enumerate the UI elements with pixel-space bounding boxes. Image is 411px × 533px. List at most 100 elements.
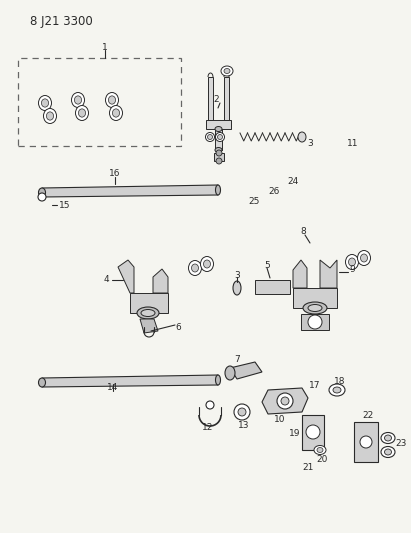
Polygon shape: [354, 422, 378, 462]
Ellipse shape: [303, 302, 327, 314]
Text: 9: 9: [349, 265, 355, 274]
Ellipse shape: [385, 449, 392, 455]
Circle shape: [238, 408, 246, 416]
Ellipse shape: [72, 93, 85, 108]
Ellipse shape: [39, 95, 51, 110]
Polygon shape: [224, 77, 229, 120]
Ellipse shape: [224, 69, 230, 74]
Ellipse shape: [189, 261, 201, 276]
Text: 22: 22: [363, 411, 374, 421]
Ellipse shape: [109, 106, 122, 120]
Polygon shape: [215, 129, 222, 150]
Polygon shape: [230, 362, 262, 379]
Text: 6: 6: [175, 324, 181, 333]
Text: 24: 24: [287, 177, 299, 187]
Ellipse shape: [216, 150, 222, 156]
Ellipse shape: [360, 254, 367, 262]
Text: 19: 19: [289, 430, 300, 439]
Text: 5: 5: [264, 261, 270, 270]
Polygon shape: [293, 288, 337, 308]
Circle shape: [306, 425, 320, 439]
Polygon shape: [320, 260, 337, 288]
Polygon shape: [118, 260, 134, 293]
Circle shape: [206, 401, 214, 409]
Text: 4: 4: [103, 276, 109, 285]
Ellipse shape: [215, 375, 220, 385]
Text: 12: 12: [202, 424, 214, 432]
Ellipse shape: [215, 148, 222, 152]
Ellipse shape: [79, 109, 85, 117]
Polygon shape: [140, 319, 158, 333]
Ellipse shape: [44, 109, 56, 124]
Ellipse shape: [317, 448, 323, 453]
Text: 8 J21 3300: 8 J21 3300: [30, 15, 93, 28]
Ellipse shape: [308, 304, 322, 311]
Ellipse shape: [137, 307, 159, 319]
Polygon shape: [42, 375, 218, 387]
Ellipse shape: [109, 96, 115, 104]
Text: 25: 25: [248, 198, 260, 206]
Ellipse shape: [74, 96, 81, 104]
Text: 3: 3: [307, 139, 313, 148]
Ellipse shape: [358, 251, 370, 265]
Text: 13: 13: [238, 422, 250, 431]
Text: 7: 7: [234, 356, 240, 365]
Ellipse shape: [208, 134, 212, 140]
Text: 8: 8: [300, 228, 306, 237]
Ellipse shape: [349, 258, 356, 266]
Ellipse shape: [206, 133, 215, 141]
Ellipse shape: [76, 106, 88, 120]
Ellipse shape: [42, 99, 48, 107]
Ellipse shape: [141, 310, 155, 317]
Ellipse shape: [385, 435, 392, 441]
Text: 3: 3: [234, 271, 240, 279]
Polygon shape: [262, 388, 308, 414]
Ellipse shape: [233, 281, 241, 295]
Circle shape: [38, 193, 46, 201]
Circle shape: [234, 404, 250, 420]
Ellipse shape: [329, 384, 345, 396]
Ellipse shape: [314, 446, 326, 455]
Polygon shape: [293, 260, 307, 288]
Ellipse shape: [381, 432, 395, 443]
Polygon shape: [130, 293, 168, 313]
Polygon shape: [301, 314, 329, 330]
Text: 10: 10: [274, 416, 286, 424]
Text: 1: 1: [102, 44, 108, 52]
Text: 17: 17: [309, 381, 321, 390]
Ellipse shape: [39, 188, 46, 197]
Ellipse shape: [346, 254, 358, 270]
Ellipse shape: [333, 387, 341, 393]
Bar: [18, 58, 181, 146]
Text: 23: 23: [395, 440, 406, 448]
Ellipse shape: [216, 158, 222, 164]
Circle shape: [277, 393, 293, 409]
Text: 16: 16: [109, 169, 121, 179]
Ellipse shape: [106, 93, 118, 108]
Text: 20: 20: [316, 456, 328, 464]
Polygon shape: [208, 77, 213, 120]
Circle shape: [281, 397, 289, 405]
Polygon shape: [302, 415, 324, 450]
Ellipse shape: [221, 66, 233, 76]
Ellipse shape: [381, 447, 395, 457]
Ellipse shape: [217, 134, 222, 140]
Text: 11: 11: [347, 139, 359, 148]
Ellipse shape: [46, 112, 53, 120]
Text: 14: 14: [107, 384, 119, 392]
Text: 21: 21: [302, 464, 314, 472]
Ellipse shape: [215, 133, 224, 141]
Ellipse shape: [203, 260, 210, 268]
Ellipse shape: [113, 109, 120, 117]
Polygon shape: [206, 120, 231, 129]
Ellipse shape: [215, 185, 220, 195]
Polygon shape: [42, 185, 218, 197]
Ellipse shape: [192, 264, 199, 272]
Polygon shape: [153, 269, 168, 293]
Polygon shape: [214, 153, 224, 161]
Circle shape: [308, 315, 322, 329]
Ellipse shape: [298, 132, 306, 142]
Text: 26: 26: [268, 188, 280, 197]
Text: 15: 15: [59, 200, 71, 209]
Circle shape: [360, 436, 372, 448]
